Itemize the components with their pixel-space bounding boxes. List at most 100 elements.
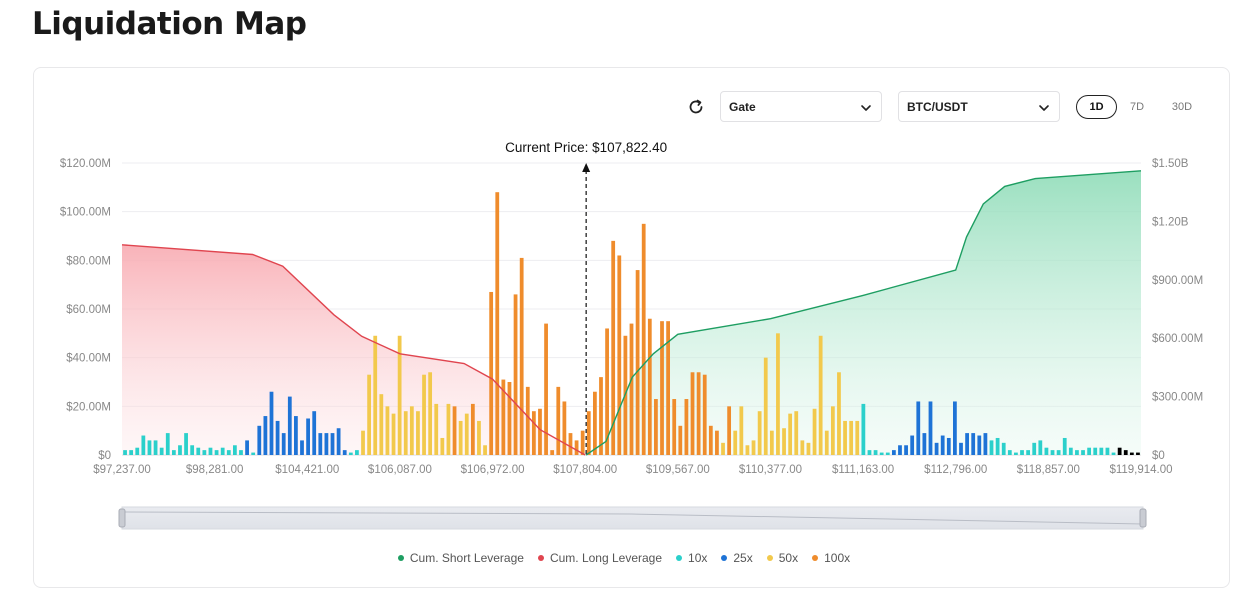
bar-50x xyxy=(776,333,780,455)
bar-100x xyxy=(617,255,622,455)
legend-item-10x[interactable]: 10x xyxy=(676,551,707,565)
bar-100x xyxy=(452,406,457,455)
bar-25x xyxy=(287,396,292,455)
bar-50x xyxy=(458,420,463,455)
bar-100x xyxy=(684,399,689,455)
legend-label: 10x xyxy=(688,551,708,565)
bar-25x xyxy=(898,445,902,455)
bar-100x xyxy=(715,430,719,455)
bar-50x xyxy=(379,394,384,455)
bar-25x xyxy=(910,435,915,455)
bar-25x xyxy=(934,442,939,455)
bar-10x xyxy=(239,450,243,455)
bar-50x xyxy=(739,406,744,455)
x-tick-label: $98,281.00 xyxy=(186,464,244,476)
bar-10x xyxy=(165,433,170,455)
bar-10x xyxy=(1068,447,1073,455)
bar-100x xyxy=(666,321,670,455)
bar-50x xyxy=(824,430,829,455)
bar-50x xyxy=(373,335,378,455)
exchange-select[interactable]: Gate xyxy=(720,91,882,122)
bar-10x xyxy=(135,447,140,455)
y-left-tick-label: $80.00M xyxy=(66,255,111,267)
zoom-slider[interactable] xyxy=(118,506,1147,530)
legend-item-cum-short[interactable]: Cum. Short Leverage xyxy=(397,551,524,565)
x-tick-label: $118,857.00 xyxy=(1017,464,1080,476)
range-7d-button[interactable]: 7D xyxy=(1129,101,1145,113)
bar-50x xyxy=(361,430,365,455)
bar-100x xyxy=(538,408,542,455)
bar-25x xyxy=(916,401,921,455)
bar-50x xyxy=(416,411,420,455)
bar-10x xyxy=(178,445,182,455)
cum-short-line xyxy=(585,170,1142,456)
zoom-track xyxy=(121,506,1144,530)
bar-100x xyxy=(599,377,603,455)
bar-50x xyxy=(464,413,469,455)
legend-item-100x[interactable]: 100x xyxy=(812,551,850,565)
bar-25x xyxy=(904,445,908,455)
refresh-button[interactable] xyxy=(686,97,706,117)
bar-10x xyxy=(1001,442,1006,455)
x-tick-label: $111,163.00 xyxy=(832,464,894,476)
bar-50x xyxy=(769,430,774,455)
legend-item-25x[interactable]: 25x xyxy=(721,551,753,565)
bar-10x xyxy=(153,440,158,455)
bar-100x xyxy=(641,223,646,455)
bar-25x xyxy=(922,433,927,455)
bar-25x xyxy=(953,401,957,455)
bar-undefined xyxy=(1129,452,1134,455)
bar-50x xyxy=(763,357,768,455)
bar-50x xyxy=(745,445,750,455)
bar-100x xyxy=(489,291,494,455)
bar-50x xyxy=(855,420,860,455)
pair-select[interactable]: BTC/USDT xyxy=(898,91,1060,122)
range-1d-button[interactable]: 1D xyxy=(1076,95,1117,119)
y-right-tick-label: $600.00M xyxy=(1152,333,1203,345)
bar-25x xyxy=(306,418,310,455)
bar-10x xyxy=(355,450,359,455)
bar-25x xyxy=(965,433,969,455)
bar-10x xyxy=(348,452,353,455)
bar-10x xyxy=(995,437,1000,455)
legend-label: 100x xyxy=(824,551,851,565)
refresh-icon xyxy=(689,99,703,114)
bar-50x xyxy=(837,372,841,455)
legend-item-cum-long[interactable]: Cum. Long Leverage xyxy=(537,551,662,565)
legend-dot xyxy=(812,555,819,561)
bar-100x xyxy=(513,294,518,455)
x-tick-label: $106,972.00 xyxy=(461,464,525,476)
bar-50x xyxy=(757,411,762,455)
bar-100x xyxy=(586,411,591,455)
bar-50x xyxy=(385,406,390,455)
bar-10x xyxy=(190,445,195,455)
legend-item-50x[interactable]: 50x xyxy=(766,551,798,565)
bar-100x xyxy=(660,321,664,455)
y-left-tick-label: $20.00M xyxy=(66,401,111,413)
range-30d-button[interactable]: 30D xyxy=(1171,101,1193,113)
bar-10x xyxy=(873,450,878,455)
bar-10x xyxy=(251,452,256,455)
x-tick-label: $106,087.00 xyxy=(368,464,432,476)
bar-25x xyxy=(928,401,933,455)
bar-100x xyxy=(593,391,597,455)
x-tick-label: $119,914.00 xyxy=(1109,464,1172,476)
bar-50x xyxy=(733,430,738,455)
y-right-tick-label: $300.00M xyxy=(1152,392,1203,404)
bar-100x xyxy=(495,192,500,455)
bar-100x xyxy=(708,425,713,455)
bar-100x xyxy=(507,382,512,455)
bar-10x xyxy=(1050,450,1055,455)
legend-dot xyxy=(397,555,404,561)
bar-50x xyxy=(409,406,414,455)
bar-25x xyxy=(294,416,298,455)
bar-undefined xyxy=(1136,452,1140,455)
bar-100x xyxy=(544,323,548,455)
bar-100x xyxy=(654,399,658,455)
bar-10x xyxy=(147,440,152,455)
bar-25x xyxy=(342,450,347,455)
bar-10x xyxy=(214,450,219,455)
y-right-tick-label: $900.00M xyxy=(1152,275,1203,287)
bar-10x xyxy=(1056,450,1061,455)
